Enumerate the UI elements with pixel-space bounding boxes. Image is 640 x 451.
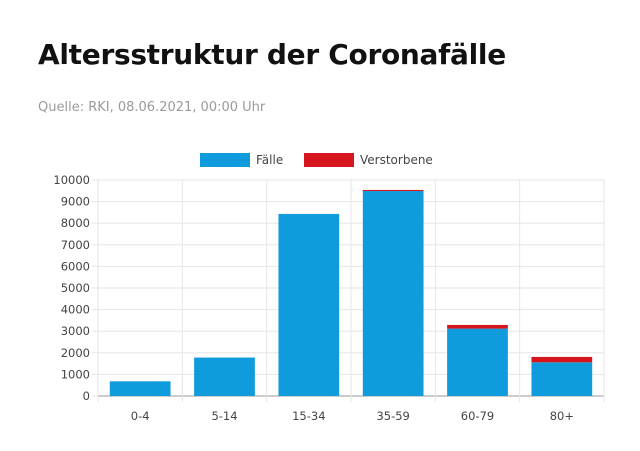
y-tick-label: 4000: [61, 303, 90, 317]
y-tick-label: 6000: [61, 259, 90, 273]
bar-verstorbene-60-79[interactable]: [447, 324, 508, 329]
y-tick-label: 7000: [61, 238, 90, 252]
bar-faelle-0-4[interactable]: [109, 381, 171, 396]
bar-verstorbene-80+[interactable]: [531, 356, 593, 363]
x-tick-label: 35-59: [376, 409, 409, 423]
y-tick-label: 3000: [61, 324, 90, 338]
x-axis-ticks: 0-4 5-14 15-34 35-59 60-79 80+: [131, 409, 574, 423]
legend-label[interactable]: Fälle: [256, 153, 283, 167]
source-note: Quelle: RKI, 08.06.2021, 00:00 Uhr: [38, 100, 266, 115]
bar-faelle-35-59[interactable]: [362, 191, 424, 396]
y-tick-label: 2000: [61, 346, 90, 360]
legend-swatch-faelle[interactable]: [200, 153, 250, 167]
x-tick-label: 80+: [550, 409, 574, 423]
y-tick-label: 0: [83, 389, 90, 403]
y-axis-ticks: 0 1000 2000 3000 4000 5000 6000 7000 8000 9000 100…: [53, 173, 90, 403]
bar-faelle-80+[interactable]: [531, 362, 593, 396]
y-tick-label: 10000: [53, 173, 90, 187]
bar-verstorbene-35-59[interactable]: [362, 189, 424, 192]
y-tick-label: 9000: [61, 195, 90, 209]
bars: [109, 189, 593, 396]
x-tick-label: 0-4: [131, 409, 150, 423]
y-tick-label: 1000: [61, 367, 90, 381]
x-tick-label: 60-79: [461, 409, 494, 423]
legend[interactable]: Fälle Verstorbene: [200, 153, 433, 167]
y-tick-label: 8000: [61, 216, 90, 230]
gridlines: [92, 179, 605, 402]
chart-title: Altersstruktur der Coronafälle: [38, 38, 506, 71]
x-tick-label: 15-34: [292, 409, 325, 423]
bar-faelle-15-34[interactable]: [278, 213, 340, 396]
legend-label[interactable]: Verstorbene: [360, 153, 433, 167]
y-tick-label: 5000: [61, 281, 90, 295]
x-tick-label: 5-14: [211, 409, 237, 423]
bar-faelle-5-14[interactable]: [194, 357, 255, 396]
legend-swatch-verstorbene[interactable]: [304, 153, 354, 167]
bar-faelle-60-79[interactable]: [447, 328, 508, 396]
